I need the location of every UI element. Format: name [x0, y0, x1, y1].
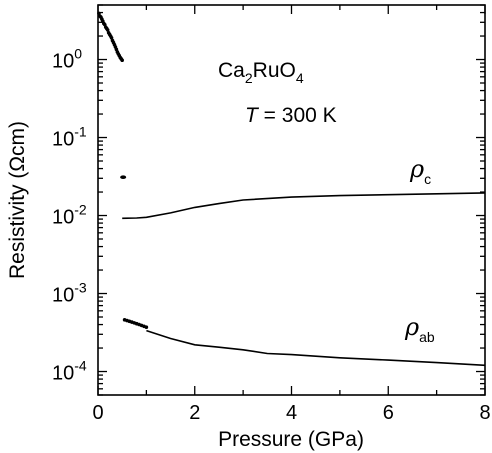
compound-label: Ca2RuO4 — [218, 59, 304, 86]
compound-base: Ca — [218, 59, 245, 82]
y-axis-title: Resistivity (Ωcm) — [6, 121, 29, 279]
rho-c-symbol: ρ — [409, 155, 424, 183]
x-tick-label: 8 — [479, 402, 490, 424]
rho-c-point — [120, 58, 124, 63]
rho-ab-point — [144, 325, 149, 329]
y-tick-base: 10 — [52, 363, 74, 385]
x-tick-labels: 0 2 4 6 8 — [92, 402, 490, 424]
series-label-rho-ab: ρab — [404, 313, 435, 345]
y-tick-base: 10 — [52, 285, 74, 307]
y-tick-exponent: -4 — [74, 358, 87, 374]
rho-ab-symbol: ρ — [404, 313, 419, 341]
x-tick-label: 0 — [92, 402, 103, 424]
y-tick-label: 10-3 — [52, 280, 87, 307]
x-tick-label: 6 — [383, 402, 394, 424]
rho-c-isolated-point — [120, 175, 127, 179]
x-tick-label: 4 — [286, 402, 297, 424]
x-tick-label: 2 — [189, 402, 200, 424]
temperature-value: = 300 K — [258, 104, 337, 127]
data-marks — [97, 11, 486, 367]
y-tick-exponent: 0 — [74, 46, 82, 62]
x-axis-title: Pressure (GPa) — [218, 428, 364, 451]
compound-mid: RuO — [253, 59, 296, 82]
rho-ab-subscript: ab — [419, 329, 435, 345]
rho-c-subscript: c — [424, 171, 431, 187]
y-tick-label: 10-2 — [52, 202, 87, 229]
y-tick-label: 10-4 — [52, 358, 87, 385]
temperature-label: T = 300 K — [245, 104, 337, 127]
rho-ab-line — [146, 329, 486, 367]
y-tick-exponent: -1 — [74, 124, 87, 140]
rho-c-point — [109, 35, 114, 40]
y-tick-exponent: -3 — [74, 280, 87, 296]
compound-sub2: 4 — [296, 70, 304, 86]
rho-c-point — [105, 28, 110, 32]
rho-c-line — [122, 192, 486, 220]
y-tick-exponent: -2 — [74, 202, 87, 218]
series-label-rho-c: ρc — [409, 155, 431, 187]
rho-c-point — [97, 11, 101, 16]
temperature-symbol: T — [245, 104, 260, 127]
y-tick-label: 10-1 — [52, 124, 87, 151]
y-tick-base: 10 — [52, 51, 74, 73]
compound-sub1: 2 — [245, 70, 253, 86]
y-tick-label: 100 — [52, 46, 82, 73]
y-tick-base: 10 — [52, 129, 74, 151]
y-tick-base: 10 — [52, 207, 74, 229]
axis-ticks — [97, 4, 486, 396]
